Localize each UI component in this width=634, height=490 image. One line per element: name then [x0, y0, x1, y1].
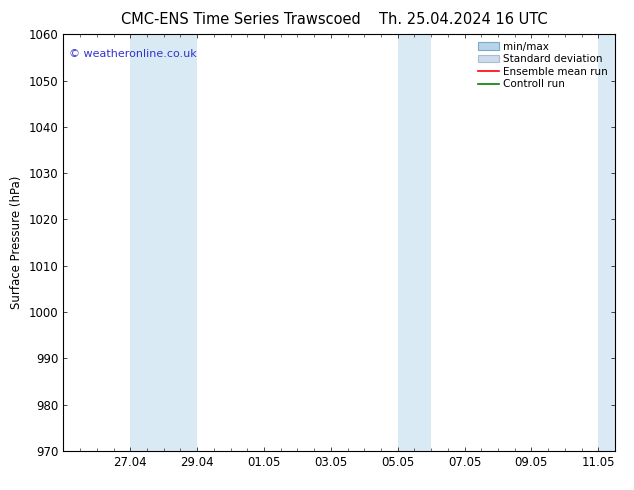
Legend: min/max, Standard deviation, Ensemble mean run, Controll run: min/max, Standard deviation, Ensemble me…: [476, 40, 610, 92]
Text: CMC-ENS Time Series Trawscoed: CMC-ENS Time Series Trawscoed: [121, 12, 361, 27]
Bar: [398, 34, 431, 451]
Text: © weatheronline.co.uk: © weatheronline.co.uk: [69, 49, 197, 59]
Bar: [130, 34, 197, 451]
Y-axis label: Surface Pressure (hPa): Surface Pressure (hPa): [10, 176, 23, 309]
Bar: [598, 34, 615, 451]
Text: Th. 25.04.2024 16 UTC: Th. 25.04.2024 16 UTC: [378, 12, 547, 27]
